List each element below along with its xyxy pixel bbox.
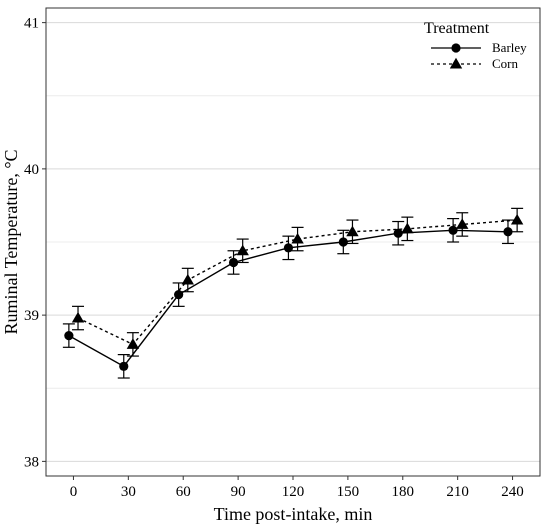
data-point [119, 361, 129, 371]
data-point [448, 225, 458, 235]
legend-item-corn: Corn [431, 56, 519, 71]
axes: 38 39 40 41 0 30 60 90 120 150 180 210 240 [24, 16, 524, 500]
x-tick-label: 210 [446, 484, 469, 500]
data-point [291, 232, 304, 244]
legend-item-barley: Barley [431, 40, 527, 55]
data-point [236, 244, 249, 256]
data-point [228, 257, 239, 268]
legend-title: Treatment [424, 20, 490, 37]
legend-label: Barley [492, 40, 527, 55]
x-tick-label: 60 [176, 484, 191, 500]
gridlines [46, 22, 540, 462]
y-tick-label: 40 [24, 162, 39, 178]
x-tick-label: 240 [501, 484, 524, 500]
x-tick-label: 150 [337, 484, 360, 500]
data-point [126, 338, 140, 349]
series-line [77, 219, 518, 346]
data-point [401, 222, 414, 234]
series-corn [71, 207, 524, 357]
data-point [174, 290, 184, 300]
x-axis-label: Time post-intake, min [214, 504, 373, 524]
legend-marker [451, 43, 461, 53]
x-tick-label: 120 [282, 484, 305, 500]
data-point [283, 243, 294, 253]
x-tick-label: 0 [70, 484, 78, 500]
x-tick-label: 30 [121, 484, 136, 500]
x-tick-label: 180 [392, 484, 415, 500]
data-point [510, 213, 524, 225]
data-point [346, 225, 359, 237]
x-tick-label: 90 [231, 484, 246, 500]
legend-label: Corn [492, 56, 519, 71]
y-axis-label: Ruminal Temperature, °C [1, 149, 21, 334]
y-tick-label: 38 [24, 454, 39, 470]
data-point [338, 237, 348, 247]
data-point [456, 218, 469, 229]
y-tick-label: 41 [24, 16, 39, 32]
y-tick-label: 39 [24, 308, 39, 324]
data-point [181, 273, 194, 285]
data-point [393, 228, 403, 238]
series-layer [62, 207, 524, 379]
legend-marker [449, 57, 463, 69]
series-barley [62, 218, 514, 379]
data-point [71, 311, 85, 323]
data-point [64, 331, 74, 341]
data-point [503, 227, 513, 237]
